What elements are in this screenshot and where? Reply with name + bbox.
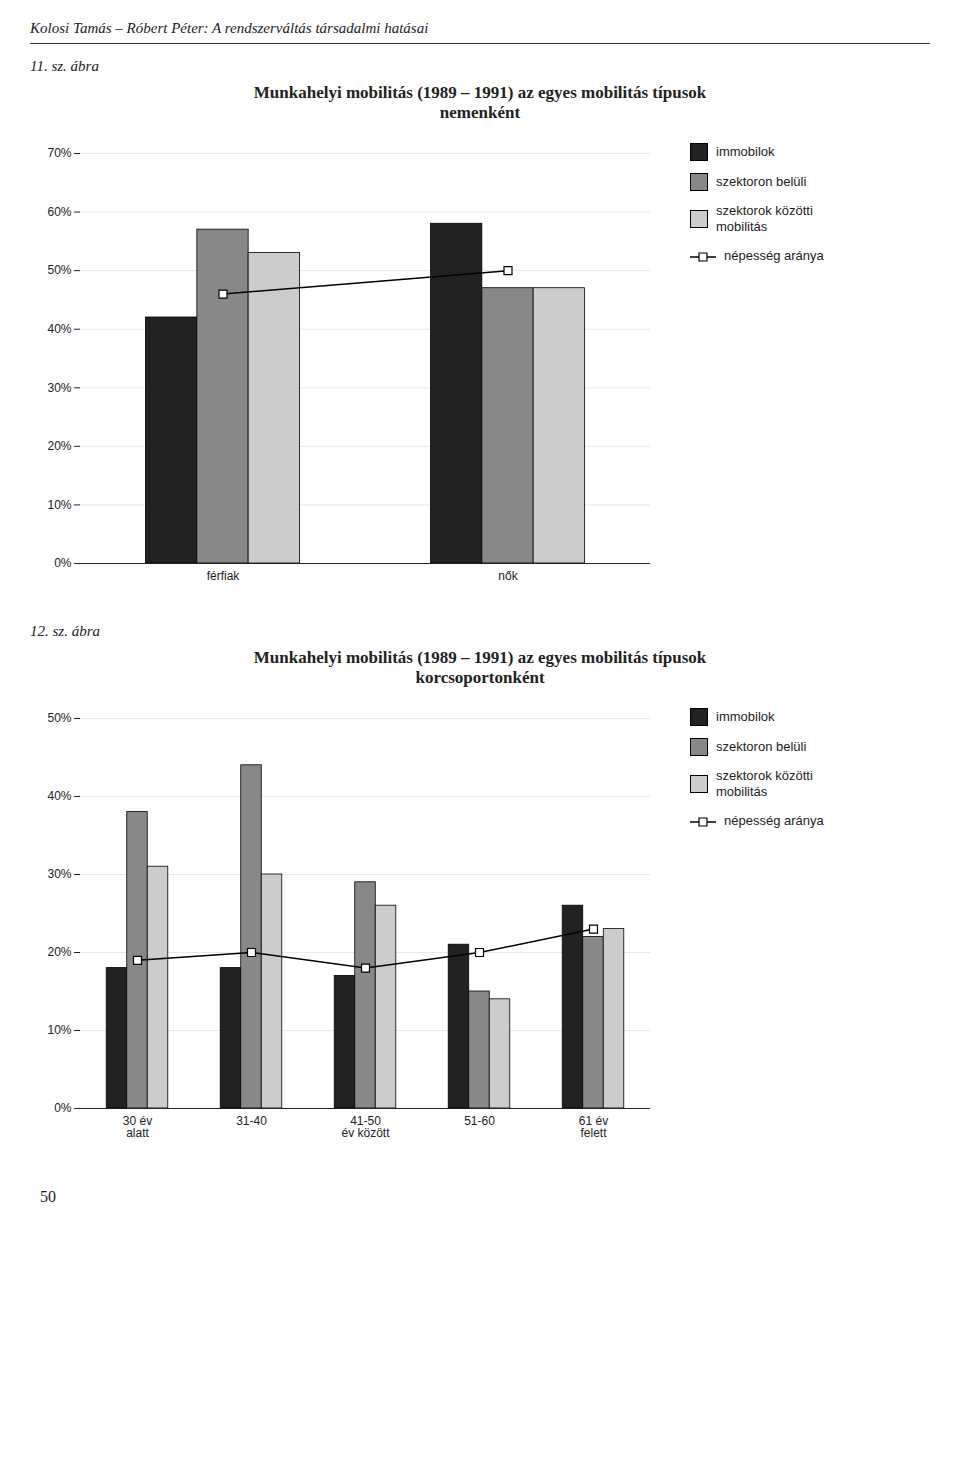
svg-text:30%: 30% — [47, 381, 71, 395]
html-text:szektoron belüli: szektoron belüli — [716, 738, 807, 754]
html-text:szektorok közötti mobilitás: szektorok közötti mobilitás — [716, 768, 813, 800]
html-text:Munkahelyi mobilitás (1989 – 1: Munkahelyi mobilitás (1989 – 1991) az eg… — [253, 648, 707, 687]
html-text:Kolosi Tamás – Róbert Péter: A: Kolosi Tamás – Róbert Péter: A rendszerv… — [30, 20, 429, 36]
svg-text:60%: 60% — [47, 205, 71, 219]
html-text:11. sz. ábra: 11. sz. ábra — [30, 58, 99, 74]
html-text:népesség aránya: népesség aránya — [724, 248, 824, 264]
html-text:immobilok: immobilok — [716, 143, 775, 159]
svg-text:40%: 40% — [47, 322, 71, 336]
svg-text:10%: 10% — [47, 1023, 71, 1037]
svg-text:70%: 70% — [47, 146, 71, 160]
svg-text:50%: 50% — [47, 711, 71, 725]
svg-text:0%: 0% — [54, 1101, 72, 1115]
svg-text:20%: 20% — [47, 945, 71, 959]
svg-text:31-40: 31-40 — [236, 1114, 267, 1128]
html-text:szektorok közötti mobilitás: szektorok közötti mobilitás — [716, 203, 813, 235]
svg-text:10%: 10% — [47, 498, 71, 512]
svg-text:0%: 0% — [54, 556, 72, 570]
html-text:Munkahelyi mobilitás (1989 – 1: Munkahelyi mobilitás (1989 – 1991) az eg… — [253, 83, 707, 122]
svg-text:férfiak: férfiak — [207, 569, 241, 583]
html-text:50: 50 — [40, 1188, 56, 1205]
html-text:szektoron belüli: szektoron belüli — [716, 173, 807, 189]
svg-text:50%: 50% — [47, 263, 71, 277]
svg-text:20%: 20% — [47, 439, 71, 453]
html-text:12. sz. ábra: 12. sz. ábra — [30, 623, 100, 639]
svg-text:61 évfelett: 61 évfelett — [579, 1114, 608, 1140]
svg-text:30%: 30% — [47, 867, 71, 881]
svg-text:nők: nők — [498, 569, 518, 583]
svg-text:30 évalatt: 30 évalatt — [123, 1114, 152, 1140]
html-text:népesség aránya: népesség aránya — [724, 813, 824, 829]
svg-text:41-50év között: 41-50év között — [341, 1114, 390, 1140]
svg-text:51-60: 51-60 — [464, 1114, 495, 1128]
svg-text:40%: 40% — [47, 789, 71, 803]
html-text:immobilok: immobilok — [716, 708, 775, 724]
